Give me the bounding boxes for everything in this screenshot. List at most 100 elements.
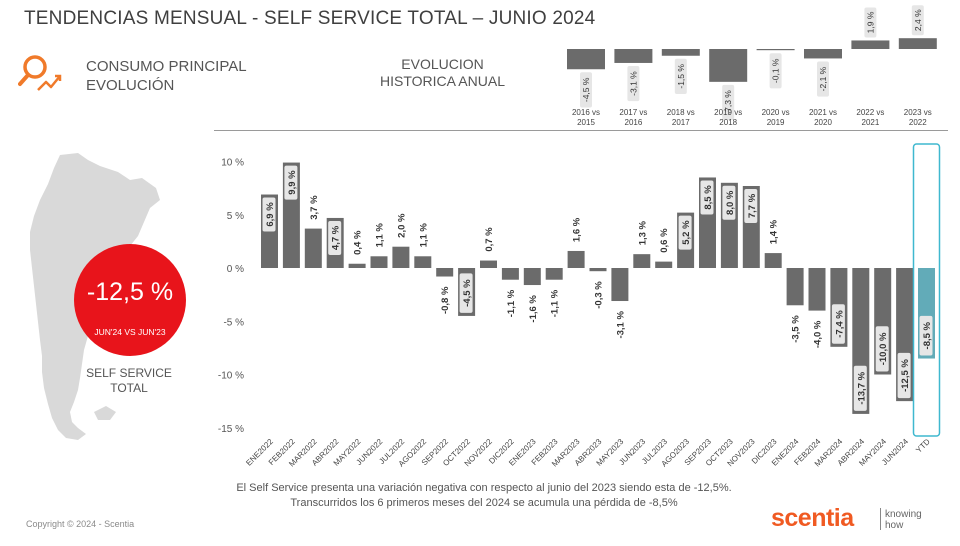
y-tick-label: 5 % (227, 211, 244, 222)
bar (764, 253, 782, 268)
history-label-box (864, 7, 877, 38)
data-label: -13,7 % (856, 371, 867, 404)
bar (589, 268, 607, 272)
data-label: -1,1 % (550, 289, 561, 317)
kpi-value: -12,5 % (86, 278, 174, 306)
history-bar (567, 49, 605, 70)
x-tick-label: YTD (914, 437, 932, 455)
bar (567, 250, 585, 268)
bar (370, 256, 388, 268)
data-label: -1,6 % (528, 295, 539, 323)
history-category-label: 2017 (672, 118, 690, 127)
history-label-box (627, 65, 640, 102)
brand-divider (880, 508, 881, 530)
section-title: CONSUMO PRINCIPAL EVOLUCIÓN (86, 57, 247, 95)
y-tick-label: -5 % (223, 317, 244, 328)
data-label: -4,5 % (462, 279, 473, 307)
data-label: -0,3 % (594, 281, 605, 309)
copyright: Copyright © 2024 - Scentia (26, 519, 135, 529)
bar (480, 260, 497, 268)
data-label-box (919, 315, 933, 356)
bar (436, 268, 454, 277)
history-data-label: -1,5 % (676, 64, 686, 89)
bar (611, 268, 629, 302)
history-category-label: 2023 vs (904, 108, 932, 117)
bar (392, 246, 410, 268)
footnote: El Self Service presenta una variación n… (214, 481, 754, 511)
history-category-label: 2016 (625, 118, 643, 127)
history-data-label: -7,3 % (723, 90, 733, 115)
data-label: 7,7 % (747, 193, 758, 218)
data-label-box (700, 180, 714, 215)
bar (808, 268, 826, 311)
history-bar (661, 49, 700, 56)
data-label: -1,1 % (506, 289, 517, 317)
history-data-label: -0,1 % (771, 58, 781, 83)
bar (545, 268, 563, 280)
kpi-comparison: JUN'24 VS JUN'23 (94, 327, 166, 337)
data-label: -12,5 % (900, 359, 911, 392)
bar (786, 268, 804, 306)
data-label: -10,0 % (878, 332, 889, 365)
bar (348, 263, 366, 268)
data-label: -0,8 % (440, 286, 451, 314)
history-label-box (817, 61, 829, 97)
history-category-label: 2021 vs (809, 108, 837, 117)
footnote-line1: El Self Service presenta una variación n… (236, 482, 732, 494)
history-bar (804, 49, 842, 59)
history-bar (756, 49, 795, 51)
history-data-label: 2,4 % (913, 9, 923, 31)
data-label: 1,1 % (418, 223, 429, 248)
data-label-box (722, 185, 736, 220)
historical-chart-title: EVOLUCION HISTORICA ANUAL (360, 56, 525, 90)
history-category-label: 2018 vs (667, 108, 695, 117)
history-category-label: 2017 vs (619, 108, 647, 117)
bar (523, 268, 541, 286)
history-label-box (722, 84, 735, 121)
y-tick-label: 0 % (227, 264, 244, 275)
history-category-label: 2019 (767, 118, 785, 127)
data-label-box (459, 273, 473, 313)
data-label-box (853, 365, 867, 411)
kpi-badge: -12,5 % JUN'24 VS JUN'23 (74, 244, 186, 356)
page-title: TENDENCIAS MENSUAL - SELF SERVICE TOTAL … (24, 8, 596, 29)
data-label: 8,0 % (725, 190, 736, 215)
footnote-line2: Transcurridos los 6 primeros meses del 2… (290, 497, 678, 509)
data-label-box (284, 165, 298, 200)
kpi-label-line2: TOTAL (110, 381, 148, 395)
history-bar (898, 38, 937, 49)
data-label: 1,6 % (572, 217, 583, 242)
data-label: -7,4 % (834, 310, 845, 338)
bar (414, 256, 432, 268)
data-label-box (897, 352, 911, 399)
history-category-label: 2021 (862, 118, 880, 127)
brand-tagline-line2: how (885, 520, 904, 531)
history-category-label: 2020 (814, 118, 832, 127)
history-category-label: 2016 vs (572, 108, 600, 117)
data-label-box (744, 188, 758, 223)
ytd-highlight-box (912, 143, 941, 437)
history-label-box (911, 5, 924, 36)
history-category-label: 2015 (577, 118, 595, 127)
data-label-box (875, 326, 889, 372)
data-label-box (678, 215, 692, 250)
history-data-label: 1,9 % (865, 11, 875, 33)
history-label-box (769, 53, 782, 89)
data-label: 1,1 % (375, 223, 386, 248)
brand-tagline-line1: knowing (885, 509, 922, 520)
data-label: 5,2 % (681, 220, 692, 245)
bar (655, 261, 673, 268)
data-label: 0,6 % (659, 228, 670, 253)
data-label: 8,5 % (703, 185, 714, 210)
section-title-line2: EVOLUCIÓN (86, 77, 175, 94)
historical-title-line1: EVOLUCION (401, 56, 484, 72)
history-bar (614, 49, 653, 63)
history-data-label: -4,5 % (581, 77, 591, 102)
data-label: 9,9 % (287, 170, 298, 195)
history-category-label: 2018 (719, 118, 737, 127)
data-label: 4,7 % (331, 225, 342, 250)
history-category-label: 2020 vs (762, 108, 790, 117)
history-category-label: 2022 vs (856, 108, 884, 117)
